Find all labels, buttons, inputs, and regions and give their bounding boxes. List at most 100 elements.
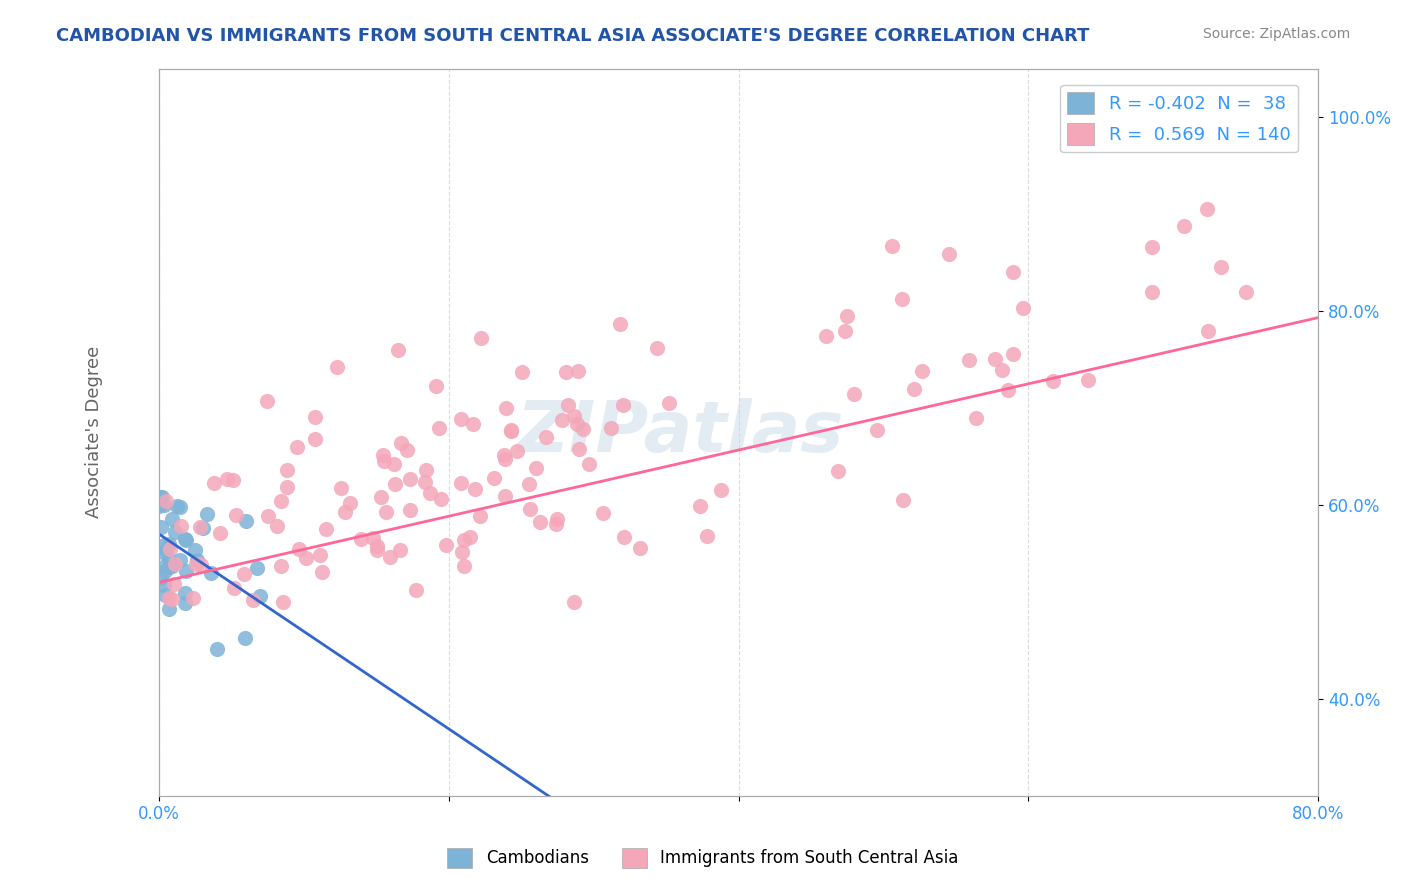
Point <box>578 457 600 471</box>
Legend: Cambodians, Immigrants from South Central Asia: Cambodians, Immigrants from South Centra… <box>440 841 966 875</box>
Point <box>405 583 427 598</box>
Point <box>499 424 522 438</box>
Point <box>273 595 295 609</box>
Point <box>1077 373 1099 387</box>
Point <box>159 542 181 557</box>
Point <box>153 558 176 573</box>
Point <box>562 595 585 609</box>
Point <box>288 541 311 556</box>
Point <box>835 309 858 323</box>
Point <box>544 516 567 531</box>
Point <box>524 461 547 475</box>
Point <box>170 519 193 533</box>
Point <box>1002 346 1025 360</box>
Point <box>193 521 215 535</box>
Point <box>256 394 278 409</box>
Point <box>202 475 225 490</box>
Point <box>233 632 256 646</box>
Point <box>389 435 412 450</box>
Point <box>572 422 595 436</box>
Point <box>295 551 318 566</box>
Point <box>183 543 205 558</box>
Point <box>461 417 484 431</box>
Text: ZIPatlas: ZIPatlas <box>517 398 844 467</box>
Point <box>499 423 522 437</box>
Point <box>458 530 481 544</box>
Point <box>155 494 177 508</box>
Point <box>842 387 865 401</box>
Point <box>195 507 218 521</box>
Point <box>224 581 246 595</box>
Point <box>162 559 184 574</box>
Point <box>235 514 257 528</box>
Point <box>834 324 856 338</box>
Point <box>373 454 395 468</box>
Point <box>891 293 914 307</box>
Point <box>1195 202 1218 216</box>
Point <box>174 533 197 547</box>
Point <box>495 401 517 415</box>
Point <box>169 553 191 567</box>
Point <box>361 531 384 545</box>
Point <box>188 520 211 534</box>
Point <box>613 530 636 544</box>
Point <box>1012 301 1035 315</box>
Point <box>957 353 980 368</box>
Text: Source: ZipAtlas.com: Source: ZipAtlas.com <box>1202 27 1350 41</box>
Point <box>150 490 173 504</box>
Point <box>378 549 401 564</box>
Point <box>991 363 1014 377</box>
Point <box>450 412 472 426</box>
Point <box>1142 285 1164 299</box>
Point <box>628 541 651 555</box>
Point <box>470 331 492 345</box>
Point <box>205 642 228 657</box>
Point <box>534 430 557 444</box>
Point <box>153 538 176 552</box>
Point <box>984 352 1007 367</box>
Point <box>169 500 191 515</box>
Point <box>370 491 392 505</box>
Point <box>157 537 180 551</box>
Point <box>200 566 222 581</box>
Point <box>308 548 330 562</box>
Point <box>166 499 188 513</box>
Point <box>152 545 174 559</box>
Point <box>350 532 373 546</box>
Point <box>276 480 298 494</box>
Point <box>152 499 174 513</box>
Point <box>505 443 527 458</box>
Point <box>276 463 298 477</box>
Point <box>609 317 631 331</box>
Point <box>221 474 243 488</box>
Point <box>270 494 292 508</box>
Point <box>398 503 420 517</box>
Point <box>270 559 292 574</box>
Point <box>425 379 447 393</box>
Point <box>330 482 353 496</box>
Point <box>311 565 333 579</box>
Point <box>256 509 278 524</box>
Point <box>1234 285 1257 299</box>
Point <box>373 448 395 462</box>
Point <box>551 413 574 427</box>
Point <box>266 518 288 533</box>
Point <box>399 472 422 486</box>
Point <box>388 542 411 557</box>
Point <box>249 589 271 603</box>
Point <box>546 512 568 526</box>
Point <box>208 525 231 540</box>
Point <box>382 458 405 472</box>
Point <box>814 329 837 343</box>
Point <box>387 343 409 358</box>
Point <box>903 382 925 396</box>
Point <box>567 364 589 378</box>
Point <box>242 593 264 607</box>
Point <box>430 491 453 506</box>
Point <box>304 410 326 425</box>
Point <box>148 499 170 513</box>
Point <box>186 553 208 567</box>
Point <box>157 560 180 574</box>
Point <box>1209 260 1232 274</box>
Point <box>155 564 177 578</box>
